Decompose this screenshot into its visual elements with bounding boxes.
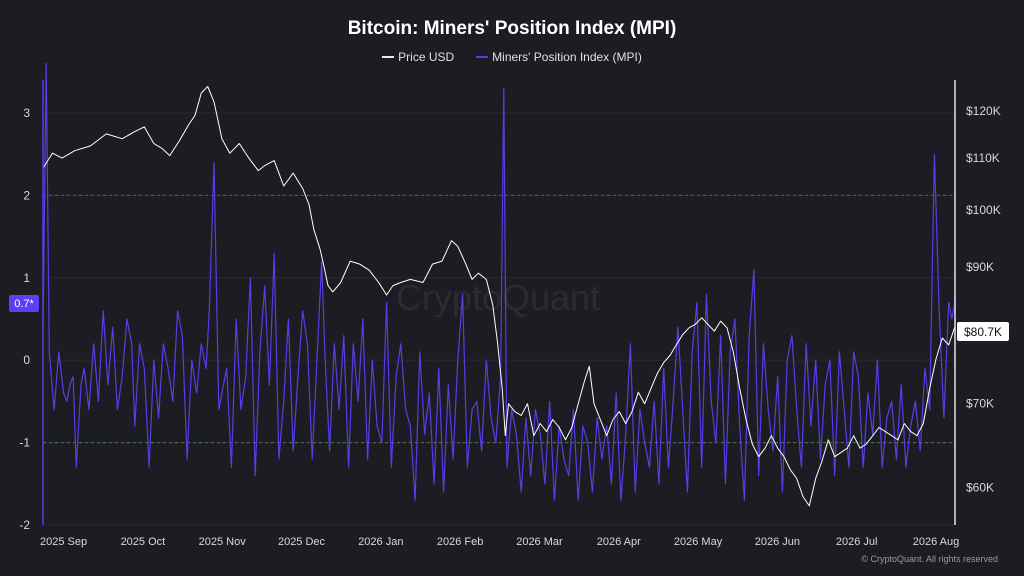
y-right-tick-label: $120K — [966, 104, 1001, 118]
x-tick-label: 2025 Dec — [278, 536, 326, 548]
mpi-current-value-badge: 0.7* — [9, 295, 39, 312]
legend-price-swatch — [382, 56, 395, 58]
y-left-tick-label: 0 — [23, 353, 30, 367]
y-right-tick-label: $100K — [966, 203, 1001, 217]
x-tick-label: 2026 Apr — [597, 536, 641, 548]
x-tick-label: 2025 Nov — [199, 536, 247, 548]
y-right-tick-label: $70K — [966, 397, 994, 411]
mpi-series-line — [42, 62, 956, 501]
price-current-value-badge: $80.7K — [957, 322, 1009, 341]
x-tick-label: 2026 May — [674, 536, 723, 548]
y-right-tick-label: $90K — [966, 260, 994, 274]
x-tick-label: 2026 Aug — [913, 536, 960, 548]
chart-title: Bitcoin: Miners' Position Index (MPI) — [347, 18, 677, 39]
y-left-tick-label: -2 — [19, 518, 30, 532]
legend-item-mpi[interactable]: Miners' Position Index (MPI) — [476, 50, 642, 64]
y-right-tick-label: $110K — [966, 151, 1000, 165]
x-tick-label: 2026 Mar — [516, 536, 563, 548]
legend-mpi-swatch — [476, 56, 489, 58]
x-tick-label: 2025 Oct — [121, 536, 166, 548]
legend-mpi-label: Miners' Position Index (MPI) — [492, 50, 642, 64]
x-tick-label: 2026 Jul — [836, 536, 878, 548]
legend-item-price[interactable]: Price USD — [382, 50, 454, 64]
y-left-tick-label: 2 — [23, 188, 30, 202]
price-series-line — [42, 86, 956, 507]
y-right-tick-label: $60K — [966, 481, 994, 495]
chart-legend: Price USD Miners' Position Index (MPI) — [0, 50, 1024, 64]
y-left-tick-label: 1 — [23, 271, 30, 285]
copyright-footer: © CryptoQuant. All rights reserved — [861, 554, 998, 564]
x-tick-label: 2026 Jan — [358, 536, 403, 548]
x-tick-label: 2026 Jun — [755, 536, 800, 548]
legend-price-label: Price USD — [398, 50, 455, 64]
x-tick-label: 2026 Feb — [437, 536, 483, 548]
y-left-tick-label: -1 — [19, 436, 30, 450]
y-left-tick-label: 3 — [23, 106, 30, 120]
watermark: CryptoQuant — [396, 277, 600, 318]
x-tick-label: 2025 Sep — [40, 536, 87, 548]
